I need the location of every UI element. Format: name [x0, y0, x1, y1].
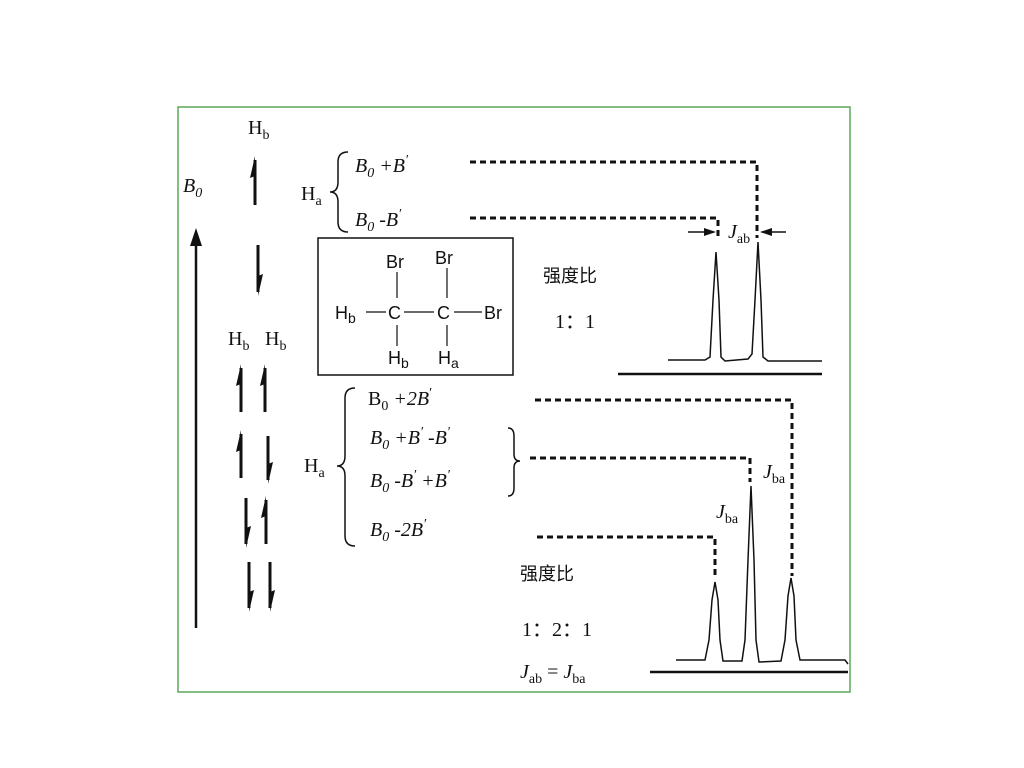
ha-label-top: Ha — [301, 183, 322, 209]
bottom-level-4: B0 -2B′ — [370, 517, 427, 545]
mol-ha-bottom: Ha — [438, 348, 459, 371]
b0-axis-label: B0 — [183, 175, 202, 201]
spin-pair-down-up — [244, 496, 268, 548]
molecule-box — [317, 237, 514, 376]
mol-hb-bottom: Hb — [388, 348, 409, 371]
coupling-equality: Jab = Jba — [520, 661, 586, 687]
hb-label-top: Hb — [248, 117, 269, 143]
mol-br-3: Br — [484, 303, 502, 323]
mol-br-1: Br — [386, 252, 404, 272]
jab-arrowhead-right — [760, 228, 772, 236]
hb-label-pair-2: Hb — [265, 328, 286, 354]
spin-up-icon — [250, 156, 257, 205]
top-ratio-value: 1：1 — [555, 311, 595, 333]
b0-arrowhead — [190, 228, 202, 246]
spin-pair-up-up — [236, 364, 267, 412]
top-ratio-label: 强度比 — [543, 266, 597, 287]
top-brace — [329, 151, 349, 233]
jab-label: Jab — [728, 221, 750, 247]
jab-arrowhead-left — [704, 228, 716, 236]
mol-hb-left: Hb — [335, 303, 356, 326]
bottom-ratio-label: 强度比 — [520, 564, 574, 585]
mol-c-2: C — [437, 303, 450, 323]
leader-top-minus — [470, 216, 720, 238]
leader-top-plus — [470, 160, 759, 238]
leader-bottom-mid — [530, 456, 752, 482]
ha-label-bottom: Ha — [304, 455, 325, 481]
top-doublet-trace — [668, 241, 822, 362]
leader-bottom-4 — [537, 535, 717, 576]
molecule-structure: Br Br Hb C C Br Hb Ha — [335, 248, 502, 371]
bottom-level-2: B0 +B′ -B′ — [370, 425, 451, 453]
leader-bottom-1 — [535, 398, 794, 576]
mol-c-1: C — [388, 303, 401, 323]
top-level-minus: B0 -B′ — [355, 207, 402, 235]
jba-label-left: Jba — [716, 501, 739, 527]
diagram-frame — [177, 106, 851, 693]
spin-pair-down-down — [247, 562, 275, 612]
spin-down-icon — [256, 245, 263, 296]
mol-br-2: Br — [435, 248, 453, 268]
bottom-brace — [336, 387, 356, 547]
bottom-triplet-trace — [676, 485, 849, 665]
hb-label-pair-1: Hb — [228, 328, 249, 354]
bottom-level-3: B0 -B′ +B′ — [370, 468, 451, 496]
jba-label-right: Jba — [763, 461, 786, 487]
middle-brace — [507, 427, 521, 497]
top-level-plus: B0 +B′ — [355, 153, 409, 181]
bottom-level-1: B0 +2B′ — [368, 386, 432, 414]
bottom-ratio-value: 1：2：1 — [522, 619, 592, 641]
spin-pair-up-down — [236, 430, 273, 484]
